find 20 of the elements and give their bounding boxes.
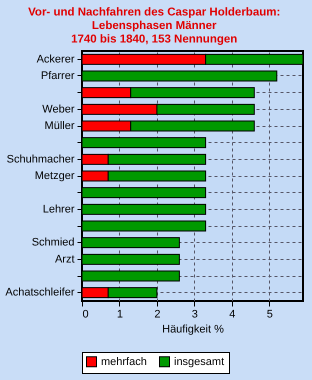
y-tick-label: Weber <box>42 103 75 116</box>
legend-label: mehrfach <box>101 356 147 368</box>
y-tick-label: Ackerer <box>36 53 75 66</box>
x-tick-label: 3 <box>192 308 198 320</box>
x-tick-label: 2 <box>154 308 160 320</box>
y-tick-label: Schmied <box>32 236 74 249</box>
x-tick-label: 1 <box>116 308 124 320</box>
y-tick-label: Pfarrer <box>40 70 75 82</box>
y-tick-label: Achatschleifer <box>5 286 75 299</box>
x-axis-title: Häufigkeit % <box>162 324 224 336</box>
y-tick-label: Arzt <box>54 253 74 266</box>
y-tick-label: Metzger <box>34 170 75 182</box>
chart-title: Vor- und Nachfahren des Caspar Holderbaum: Lebensphasen Männer 1740 bis 1840, 153 Nennungen <box>28 6 280 46</box>
x-tick-label: 5 <box>266 308 273 320</box>
y-tick-label: Lehrer <box>42 203 75 216</box>
y-tick-label: Schuhmacher <box>6 153 75 166</box>
y-tick-label: Müller <box>44 120 75 132</box>
x-tick-label: 4 <box>229 308 236 320</box>
x-tick-label: 0 <box>82 308 89 320</box>
legend-label: insgesamt <box>174 356 224 368</box>
